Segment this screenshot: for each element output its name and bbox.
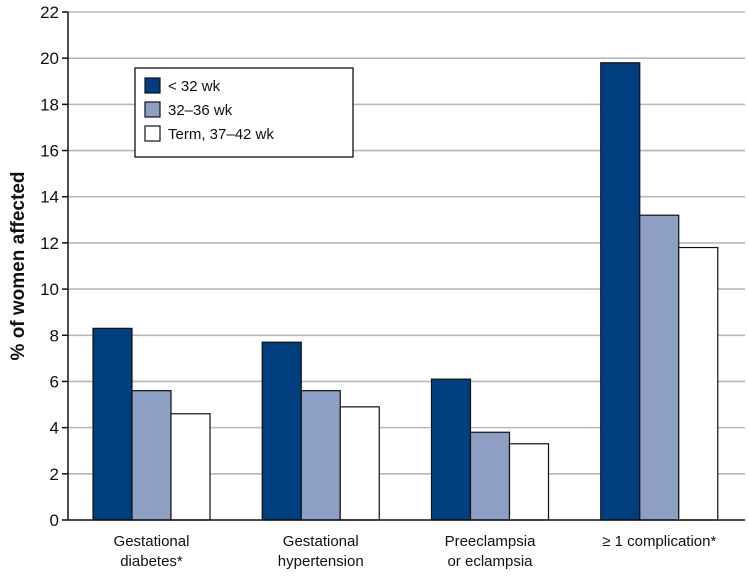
y-tick-label: 22 xyxy=(40,3,59,22)
bar xyxy=(131,390,172,521)
x-category-label: Preeclampsia xyxy=(445,533,537,550)
y-tick-label: 6 xyxy=(50,372,59,391)
x-category-label: Gestational xyxy=(114,533,190,550)
y-tick-label: 16 xyxy=(40,142,59,161)
bar xyxy=(339,406,380,521)
y-tick-label: 8 xyxy=(50,326,59,345)
legend-swatch xyxy=(144,77,161,94)
x-category-label: or eclampsia xyxy=(447,553,533,570)
x-category-labels: Gestational diabetes* Gestational hypertens… xyxy=(114,533,717,570)
x-category-label: Gestational xyxy=(283,533,359,550)
bar xyxy=(170,413,211,521)
bar xyxy=(469,431,511,521)
bar xyxy=(508,443,550,521)
x-category-label: diabetes* xyxy=(120,553,183,570)
legend-swatch xyxy=(144,101,161,118)
y-tick-label: 0 xyxy=(50,511,59,530)
bar xyxy=(430,378,472,521)
legend-label: < 32 wk xyxy=(168,78,221,95)
y-tick-label: 20 xyxy=(40,49,59,68)
legend: < 32 wk 32–36 wk Term, 37–42 wk xyxy=(134,67,354,158)
y-tick-label: 10 xyxy=(40,280,59,299)
axes xyxy=(67,12,745,521)
legend-swatch xyxy=(144,125,161,142)
y-tick-label: 18 xyxy=(40,95,59,114)
legend-label: 32–36 wk xyxy=(168,102,233,119)
x-category-label: ≥ 1 complication* xyxy=(602,533,716,550)
bar xyxy=(92,327,133,521)
y-tick-label: 14 xyxy=(40,188,59,207)
bar xyxy=(300,390,341,521)
y-axis-label: % of women affected xyxy=(8,172,29,361)
bar xyxy=(600,62,641,521)
legend-box xyxy=(134,67,354,158)
bars xyxy=(92,62,719,521)
y-tick-label: 2 xyxy=(50,465,59,484)
bar xyxy=(261,341,302,521)
y-tick-label: 4 xyxy=(50,419,59,438)
x-category-label: hypertension xyxy=(278,553,364,570)
y-tick-labels: 0 2 4 6 8 10 12 14 16 18 20 22 xyxy=(40,3,68,530)
bar xyxy=(639,214,680,521)
legend-label: Term, 37–42 wk xyxy=(168,126,274,143)
y-tick-label: 12 xyxy=(40,234,59,253)
bar xyxy=(678,246,719,521)
